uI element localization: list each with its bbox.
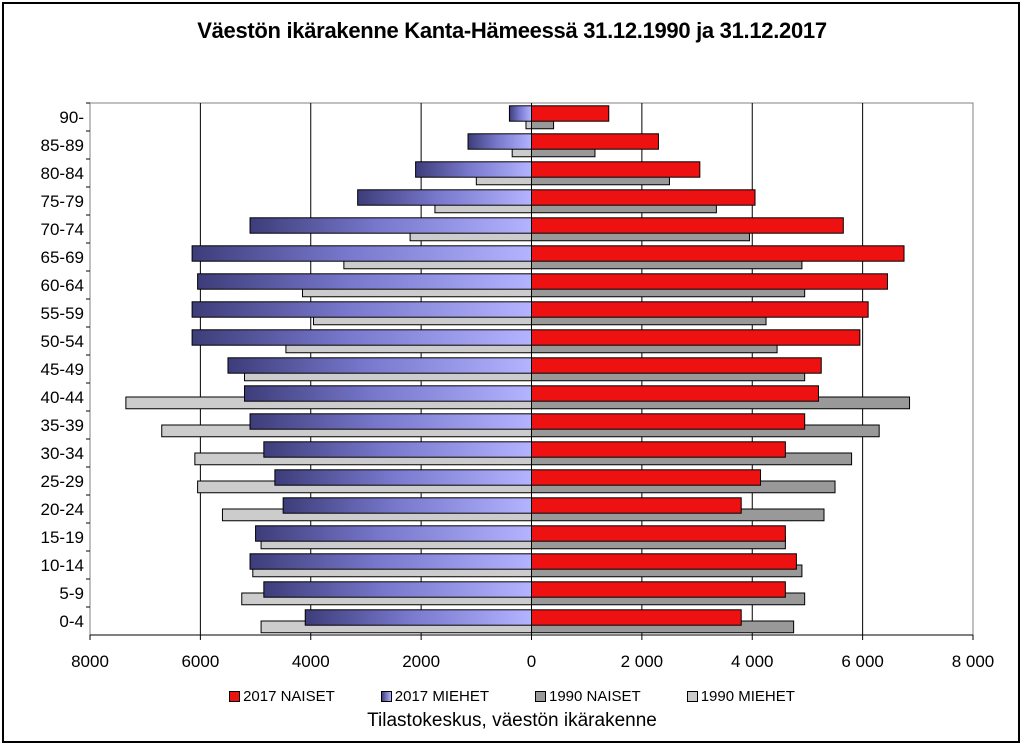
bar-2017-naiset bbox=[531, 133, 659, 150]
bar-2017-naiset bbox=[531, 301, 869, 318]
bar-2017-miehet bbox=[263, 441, 532, 458]
x-tick-label: 8 000 bbox=[952, 652, 995, 671]
source-note: Tilastokeskus, väestön ikärakenne bbox=[367, 710, 657, 731]
category-label: 10-14 bbox=[41, 556, 84, 575]
bar-2017-miehet bbox=[467, 133, 532, 150]
bar-2017-miehet bbox=[197, 273, 532, 290]
bar-2017-miehet bbox=[191, 329, 533, 346]
bar-2017-miehet bbox=[249, 217, 532, 234]
x-tick-label: 2 000 bbox=[621, 652, 664, 671]
bar-2017-naiset bbox=[531, 581, 786, 598]
legend-item-1990-naiset: 1990 NAISET bbox=[535, 688, 641, 705]
category-label: 65-69 bbox=[41, 248, 84, 267]
bar-2017-miehet bbox=[274, 469, 532, 486]
bar-2017-naiset bbox=[531, 273, 888, 290]
bar-2017-naiset bbox=[531, 245, 905, 262]
x-tick-label: 6000 bbox=[181, 652, 219, 671]
bar-2017-naiset bbox=[531, 189, 756, 206]
bar-2017-naiset bbox=[531, 217, 844, 234]
bar-2017-naiset bbox=[531, 609, 742, 626]
legend-label: 2017 NAISET bbox=[243, 688, 335, 705]
category-label: 5-9 bbox=[59, 584, 84, 603]
bar-2017-miehet bbox=[191, 245, 533, 262]
legend-swatch bbox=[686, 691, 698, 702]
bar-2017-miehet bbox=[191, 301, 533, 318]
category-label: 70-74 bbox=[41, 220, 84, 239]
bar-2017-miehet bbox=[357, 189, 532, 206]
legend-label: 2017 MIEHET bbox=[394, 688, 489, 705]
category-label: 90- bbox=[59, 108, 84, 127]
bar-2017-miehet bbox=[227, 357, 532, 374]
legend-item-2017-naiset: 2017 NAISET bbox=[229, 688, 335, 705]
legend-item-1990-miehet: 1990 MIEHET bbox=[686, 688, 795, 705]
bar-2017-miehet bbox=[249, 553, 532, 570]
bar-2017-naiset bbox=[531, 105, 610, 122]
category-label: 55-59 bbox=[41, 304, 84, 323]
category-label: 30-34 bbox=[41, 444, 84, 463]
bar-2017-miehet bbox=[304, 609, 533, 626]
x-tick-label: 4 000 bbox=[731, 652, 774, 671]
bar-2017-naiset bbox=[531, 329, 861, 346]
category-label: 75-79 bbox=[41, 192, 84, 211]
x-tick-label: 0 bbox=[527, 652, 536, 671]
bar-2017-naiset bbox=[531, 525, 786, 542]
category-label: 0-4 bbox=[59, 612, 84, 631]
bar-2017-miehet bbox=[508, 105, 532, 122]
bar-2017-naiset bbox=[531, 553, 797, 570]
legend-swatch bbox=[229, 691, 241, 702]
legend-swatch bbox=[380, 691, 392, 702]
x-tick-label: 8000 bbox=[71, 652, 109, 671]
chart-title: Väestön ikärakenne Kanta-Hämeessä 31.12.… bbox=[197, 18, 827, 43]
bar-2017-miehet bbox=[255, 525, 532, 542]
bar-2017-naiset bbox=[531, 497, 742, 514]
category-label: 20-24 bbox=[41, 500, 84, 519]
category-label: 40-44 bbox=[41, 388, 84, 407]
category-label: 85-89 bbox=[41, 136, 84, 155]
category-label: 60-64 bbox=[41, 276, 84, 295]
bar-2017-miehet bbox=[244, 385, 532, 402]
legend-label: 1990 NAISET bbox=[549, 688, 641, 705]
legend-label: 1990 MIEHET bbox=[700, 688, 795, 705]
bar-2017-miehet bbox=[282, 497, 532, 514]
bar-2017-naiset bbox=[531, 357, 822, 374]
category-label: 25-29 bbox=[41, 472, 84, 491]
bar-2017-naiset bbox=[531, 385, 819, 402]
legend-swatch bbox=[535, 691, 546, 702]
category-label: 15-19 bbox=[41, 528, 84, 547]
category-label: 80-84 bbox=[41, 164, 84, 183]
category-label: 50-54 bbox=[41, 332, 84, 351]
chart-legend: 2017 NAISET 2017 MIEHET 1990 NAISET 1990… bbox=[0, 688, 1024, 705]
bar-2017-miehet bbox=[415, 161, 533, 178]
x-tick-label: 6 000 bbox=[841, 652, 884, 671]
category-label: 35-39 bbox=[41, 416, 84, 435]
bar-2017-naiset bbox=[531, 413, 806, 430]
bar-2017-miehet bbox=[263, 581, 532, 598]
bar-2017-naiset bbox=[531, 469, 762, 486]
bar-2017-naiset bbox=[531, 441, 786, 458]
bar-2017-miehet bbox=[249, 413, 532, 430]
bar-2017-naiset bbox=[531, 161, 701, 178]
x-tick-label: 4000 bbox=[292, 652, 330, 671]
legend-item-2017-miehet: 2017 MIEHET bbox=[380, 688, 489, 705]
category-label: 45-49 bbox=[41, 360, 84, 379]
x-tick-label: 2000 bbox=[402, 652, 440, 671]
